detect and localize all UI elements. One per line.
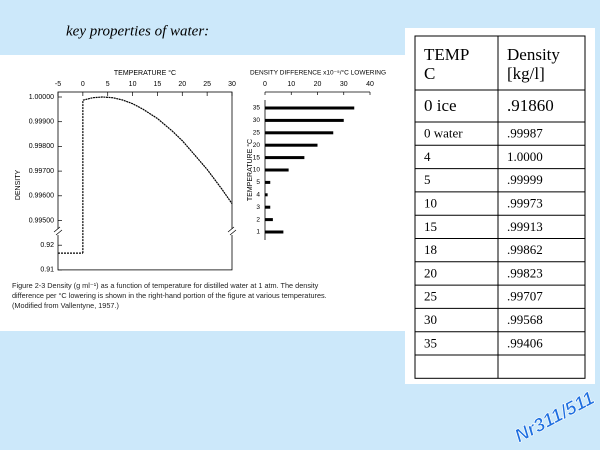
y-tick-label: 5 [256, 179, 260, 186]
axis-break [228, 229, 236, 235]
y-tick-label: 20 [253, 142, 261, 149]
table-panel [405, 28, 595, 384]
bar [265, 218, 273, 222]
x-tick-label: 25 [203, 81, 211, 88]
table-cell: 4 [424, 149, 431, 164]
x-axis-label: TEMPERATURE °C [114, 69, 176, 77]
x-tick-label: 0 [263, 81, 267, 88]
figure-panel [0, 55, 405, 331]
y-axis-label: TEMPERATURE °C [246, 139, 254, 201]
caption-line: (Modified from Vallentyne, 1957.) [12, 301, 119, 310]
bar [265, 106, 355, 110]
y-tick-label: 0.91 [40, 267, 54, 274]
x-axis-label: DENSITY DIFFERENCE x10⁻⁵/°C LOWERING [250, 69, 386, 77]
table-cell: .99568 [507, 312, 543, 327]
density-curve [82, 96, 233, 205]
x-tick-label: 30 [340, 81, 348, 88]
table-cell: .99987 [507, 126, 543, 141]
table-cell: .99862 [507, 242, 543, 257]
table-cell: 20 [424, 265, 437, 280]
bar [265, 131, 334, 135]
slide-title: key properties of water: [66, 23, 209, 39]
table-cell: 35 [424, 335, 437, 350]
bar [265, 156, 305, 160]
y-tick-label: 0.99700 [29, 168, 54, 175]
y-tick-label: 1 [256, 229, 260, 236]
table-cell: 0 water [424, 126, 463, 141]
table-cell: 0 ice [424, 96, 457, 115]
table-cell: .99913 [507, 219, 543, 234]
table-cell: .99973 [507, 196, 543, 211]
table-cell: 10 [424, 196, 437, 211]
y-tick-label: 0.92 [40, 242, 54, 249]
y-tick-label: 25 [253, 130, 261, 137]
x-tick-label: 30 [228, 81, 236, 88]
table-cell: .99999 [507, 172, 543, 187]
table-cell: 1.0000 [507, 149, 543, 164]
bar [265, 168, 289, 172]
table-cell: .99707 [507, 289, 543, 304]
table-cell: .91860 [507, 96, 554, 115]
x-tick-label: 20 [178, 81, 186, 88]
y-tick-label: 1.00000 [29, 94, 54, 101]
axis-break [227, 226, 237, 236]
y-tick-label: 3 [256, 204, 260, 211]
axis-break [53, 226, 63, 236]
bar [265, 143, 318, 147]
header-cell: Density [507, 45, 560, 64]
x-tick-label: 15 [154, 81, 162, 88]
y-tick-label: 35 [253, 105, 261, 112]
y-tick-label: 10 [253, 167, 261, 174]
axis-break [54, 229, 62, 235]
header-cell: [kg/l] [507, 64, 545, 83]
table-cell: 5 [424, 172, 431, 187]
table-cell: .99406 [507, 335, 543, 350]
bar [265, 205, 271, 209]
x-tick-label: -5 [55, 81, 61, 88]
table-border [414, 35, 586, 379]
table-cell: 15 [424, 219, 437, 234]
caption-line: Figure 2-3 Density (g ml⁻¹) as a functio… [12, 281, 319, 290]
table-cell: 30 [424, 312, 437, 327]
y-tick-label: 0.99600 [29, 193, 54, 200]
y-tick-label: 2 [256, 216, 260, 223]
y-tick-label: 0.99900 [29, 119, 54, 126]
header-cell: C [424, 64, 435, 83]
bar [265, 193, 268, 197]
x-tick-label: 40 [366, 81, 374, 88]
y-tick-label: 0.99500 [29, 217, 54, 224]
x-tick-label: 10 [287, 81, 295, 88]
bar [265, 230, 284, 234]
table-cell: 18 [424, 242, 437, 257]
header-cell: TEMP [424, 45, 469, 64]
x-tick-label: 10 [129, 81, 137, 88]
table-cell: .99823 [507, 265, 543, 280]
x-tick-label: 0 [81, 81, 85, 88]
x-tick-label: 20 [314, 81, 322, 88]
y-tick-label: 4 [256, 192, 260, 199]
y-tick-label: 15 [253, 154, 261, 161]
y-axis-label: DENSITY [15, 170, 22, 201]
caption-line: difference per °C lowering is shown in t… [12, 291, 327, 300]
bar [265, 118, 344, 122]
x-tick-label: 5 [106, 81, 110, 88]
plot-frame [57, 91, 233, 271]
table-cell: 25 [424, 289, 437, 304]
bar [265, 180, 271, 184]
y-tick-label: 0.99800 [29, 143, 54, 150]
y-tick-label: 30 [253, 117, 261, 124]
